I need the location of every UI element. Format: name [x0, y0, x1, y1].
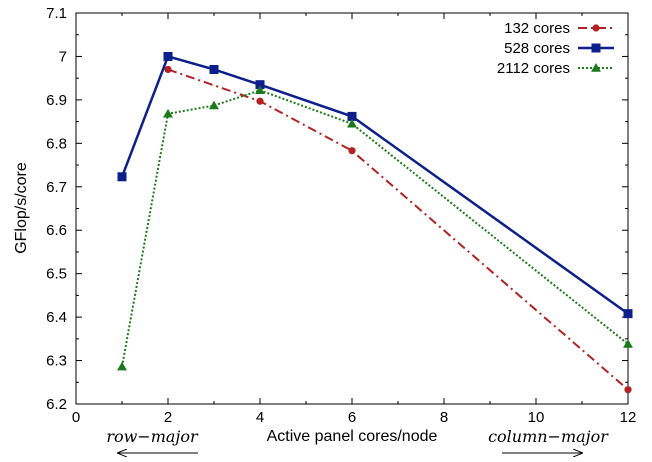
y-tick-label: 7: [59, 48, 67, 65]
x-tick-label: 2: [164, 409, 172, 426]
series-line: [121, 89, 629, 367]
x-tick-label: 10: [528, 409, 545, 426]
y-tick-label: 6.8: [46, 135, 67, 152]
x-tick-label: 12: [620, 409, 637, 426]
data-point: [255, 80, 265, 90]
legend: 132 cores 528 cores 2112 cores: [497, 20, 614, 77]
axis-ticks: [75, 12, 629, 405]
data-point: [623, 309, 633, 319]
legend-label: 132 cores: [504, 20, 570, 37]
legend-entry: 528 cores: [504, 40, 614, 57]
data-point: [164, 65, 172, 74]
data-point: [209, 64, 219, 74]
column-major-annotation: column−major: [488, 427, 609, 446]
data-point: [163, 51, 173, 61]
data-point: [348, 147, 356, 155]
data-point: [209, 100, 219, 110]
series-1: [117, 51, 633, 319]
legend-label: 2112 cores: [497, 60, 570, 77]
y-tick-label: 7.1: [46, 5, 67, 22]
row-major-annotation: row−major: [106, 427, 199, 446]
x-tick-label: 4: [256, 409, 264, 426]
legend-entry: 132 cores: [504, 20, 614, 37]
legend-entry: 2112 cores: [497, 60, 614, 77]
legend-marker: [591, 63, 601, 72]
data-point: [117, 172, 127, 182]
y-tick-label: 6.3: [46, 353, 67, 370]
y-tick-label: 6.7: [46, 179, 67, 196]
series-line: [120, 54, 629, 315]
y-tick-label: 6.9: [46, 92, 67, 109]
legend-marker: [592, 24, 600, 32]
series-layer: [117, 51, 633, 394]
y-tick-label: 6.5: [46, 266, 67, 283]
legend-label: 528 cores: [504, 40, 570, 57]
x-tick-label: 0: [72, 409, 80, 426]
data-point: [347, 118, 357, 128]
data-point: [256, 97, 264, 105]
x-tick-label: 8: [440, 409, 448, 426]
y-axis-label: GFlop/s/core: [13, 162, 30, 254]
y-tick-label: 6.6: [46, 222, 67, 239]
y-tick-labels: 6.2 6.3 6.4 6.5 6.6 6.7 6.8 6.9 7 7.1: [46, 5, 67, 413]
y-tick-label: 6.4: [46, 309, 67, 326]
y-tick-label: 6.2: [46, 396, 67, 413]
x-tick-labels: 0 2 4 6 8 10 12: [72, 409, 637, 426]
series-2: [117, 85, 633, 371]
data-point: [163, 108, 173, 118]
legend-marker: [591, 43, 601, 53]
data-point: [117, 361, 127, 371]
data-point: [623, 339, 633, 348]
data-point: [624, 386, 632, 394]
x-tick-label: 6: [348, 409, 356, 426]
data-point: [255, 85, 265, 95]
x-axis-label: Active panel cores/node: [267, 428, 438, 445]
series-0: [164, 65, 632, 394]
series-line: [167, 68, 629, 391]
data-point: [347, 111, 357, 121]
